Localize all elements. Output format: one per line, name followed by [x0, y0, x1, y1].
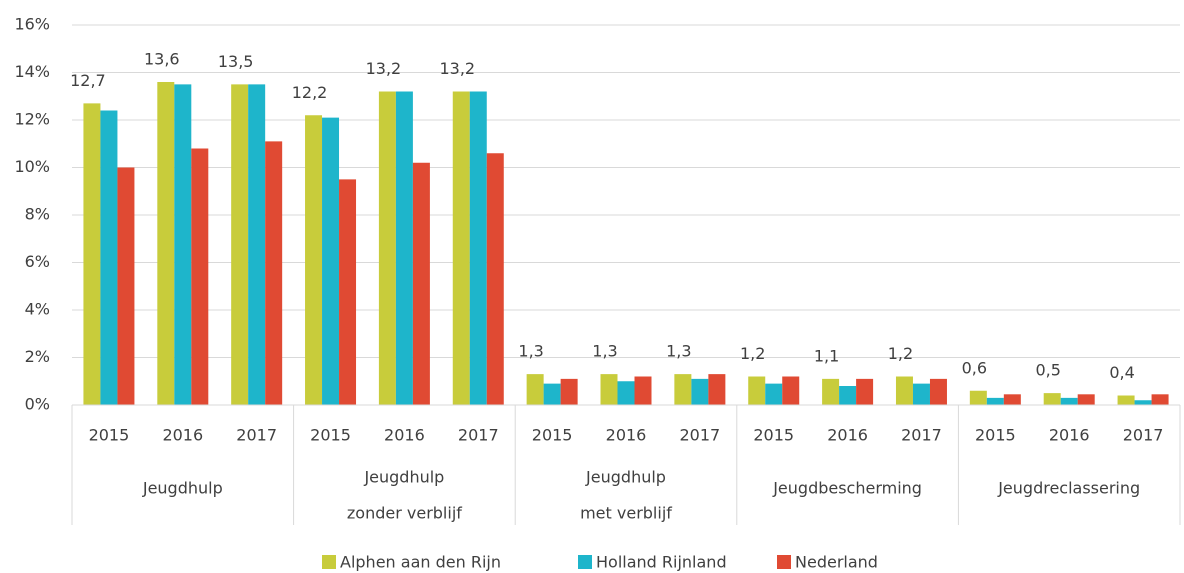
- data-label: 1,2: [740, 344, 765, 363]
- bar: [929, 378, 947, 405]
- x-tick-label: 2015: [310, 426, 351, 445]
- x-tick-label: 2016: [606, 426, 647, 445]
- bar: [100, 110, 118, 405]
- bar: [856, 378, 874, 405]
- bar: [1151, 394, 1169, 405]
- y-tick-label: 10%: [14, 157, 50, 176]
- data-label: 13,5: [218, 52, 254, 71]
- group-label: Jeugdreclassering: [997, 479, 1140, 498]
- x-tick-label: 2016: [384, 426, 425, 445]
- bar: [322, 117, 340, 405]
- y-tick-label: 4%: [25, 300, 50, 319]
- bar: [1134, 400, 1152, 405]
- group-label: Jeugdbescherming: [772, 479, 922, 498]
- bar: [912, 383, 930, 405]
- group-label: Jeugdhulp: [363, 468, 444, 487]
- y-tick-label: 16%: [14, 15, 50, 34]
- bar: [822, 378, 840, 405]
- y-tick-label: 12%: [14, 110, 50, 129]
- data-label: 13,2: [439, 59, 475, 78]
- x-tick-label: 2017: [236, 426, 277, 445]
- group-label: Jeugdhulp: [585, 468, 666, 487]
- bar: [412, 162, 430, 405]
- bar: [526, 374, 544, 405]
- data-label: 13,2: [366, 59, 402, 78]
- bar: [1060, 397, 1078, 405]
- data-label: 0,4: [1109, 363, 1134, 382]
- group-label: met verblijf: [580, 504, 672, 523]
- data-label: 1,3: [518, 342, 543, 361]
- bar: [895, 376, 913, 405]
- legend-label: Nederland: [795, 553, 878, 572]
- bar: [765, 383, 783, 405]
- bar: [617, 381, 635, 405]
- x-tick-label: 2015: [89, 426, 130, 445]
- bar: [191, 148, 209, 405]
- data-label: 1,3: [666, 342, 691, 361]
- bar: [305, 115, 323, 405]
- bar: [674, 374, 692, 405]
- legend-label: Holland Rijnland: [596, 553, 727, 572]
- data-label: 0,6: [962, 358, 987, 377]
- bar: [634, 376, 652, 405]
- bar: [83, 103, 101, 405]
- y-tick-label: 8%: [25, 205, 50, 224]
- bar: [469, 91, 487, 405]
- bar: [231, 84, 249, 405]
- data-label: 13,6: [144, 50, 180, 69]
- x-tick-label: 2017: [1123, 426, 1164, 445]
- bar: [560, 378, 578, 405]
- data-label: 1,3: [592, 342, 617, 361]
- bar: [986, 397, 1004, 405]
- bar: [839, 386, 857, 405]
- legend-swatch: [322, 555, 336, 569]
- x-tick-label: 2015: [975, 426, 1016, 445]
- y-tick-label: 14%: [14, 62, 50, 81]
- bar: [543, 383, 561, 405]
- bar: [395, 91, 413, 405]
- x-tick-label: 2015: [532, 426, 573, 445]
- data-label: 12,2: [292, 83, 328, 102]
- bar: [1117, 395, 1135, 405]
- data-label: 0,5: [1035, 361, 1060, 380]
- x-tick-label: 2017: [680, 426, 721, 445]
- bar: [117, 167, 135, 405]
- x-tick-label: 2017: [458, 426, 499, 445]
- bar: [600, 374, 618, 405]
- x-tick-label: 2015: [753, 426, 794, 445]
- bar: [378, 91, 396, 405]
- data-label: 1,2: [888, 344, 913, 363]
- bar: [1043, 393, 1061, 405]
- bar: [486, 153, 504, 405]
- legend-swatch: [777, 555, 791, 569]
- bar: [1077, 394, 1095, 405]
- legend-swatch: [578, 555, 592, 569]
- x-tick-label: 2016: [1049, 426, 1090, 445]
- x-tick-label: 2016: [162, 426, 203, 445]
- bar: [691, 378, 709, 405]
- legend-label: Alphen aan den Rijn: [340, 553, 501, 572]
- bar: [1003, 394, 1021, 405]
- group-label: Jeugdhulp: [142, 479, 223, 498]
- x-tick-label: 2016: [827, 426, 868, 445]
- bar: [248, 84, 266, 405]
- data-label: 12,7: [70, 71, 106, 90]
- y-tick-label: 6%: [25, 252, 50, 271]
- bar: [748, 376, 766, 405]
- bar: [157, 82, 175, 405]
- y-tick-label: 2%: [25, 347, 50, 366]
- y-tick-label: 0%: [25, 395, 50, 414]
- bar: [708, 374, 726, 405]
- data-label: 1,1: [814, 346, 839, 365]
- x-tick-label: 2017: [901, 426, 942, 445]
- bar: [782, 376, 800, 405]
- bar: [265, 141, 283, 405]
- bar: [452, 91, 470, 405]
- group-label: zonder verblijf: [347, 504, 462, 523]
- bar: [969, 390, 987, 405]
- bar: [339, 179, 357, 405]
- bar: [174, 84, 192, 405]
